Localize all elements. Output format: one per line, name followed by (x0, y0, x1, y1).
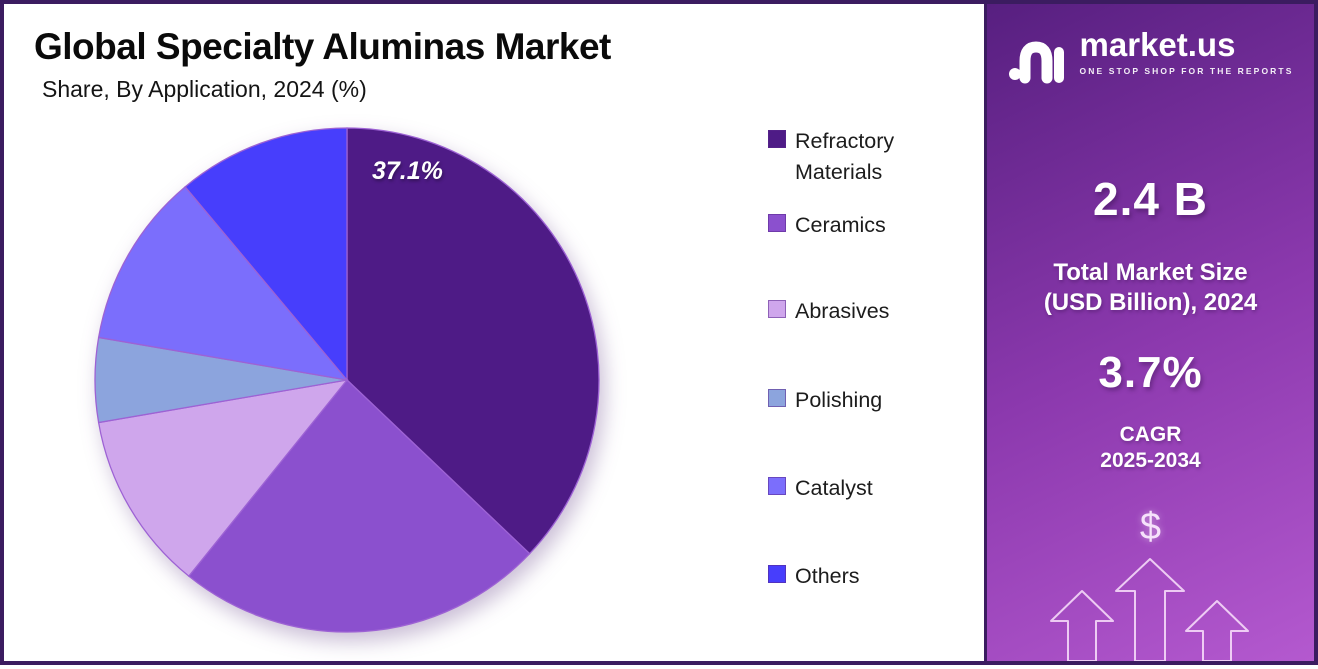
legend-label: Refractory Materials (795, 129, 895, 185)
legend-item-abrasives: Abrasives (768, 296, 940, 327)
pie-slice-ceramics (187, 379, 531, 633)
page-subtitle: Share, By Application, 2024 (%) (42, 76, 367, 102)
dollar-icon: $ (1139, 506, 1162, 548)
legend-label: Ceramics (795, 213, 886, 237)
market-size-value: 2.4 B (1093, 173, 1208, 225)
legend-item-catalyst: Catalyst (768, 473, 940, 504)
cagr-label-line2: 2025-2034 (1100, 449, 1201, 473)
growth-arrows-icon (1050, 558, 1249, 661)
cagr-value: 3.7% (1098, 348, 1203, 397)
legend-swatch-icon (768, 300, 786, 318)
pie-chart (93, 126, 601, 634)
pie-slice-others (184, 127, 348, 382)
legend-item-refractory-materials: Refractory Materials (768, 126, 940, 188)
page-title: Global Specialty Aluminas Market (34, 26, 611, 67)
legend-swatch-icon (768, 130, 786, 148)
pie-svg (94, 127, 600, 633)
legend-swatch-icon (768, 565, 786, 583)
legend-label: Others (795, 564, 860, 588)
pie-slice-catalyst (97, 185, 349, 381)
legend-label: Abrasives (795, 299, 890, 323)
legend-item-others: Others (768, 561, 940, 592)
pie-slice-refractory-materials (346, 127, 600, 555)
cagr-label-line1: CAGR (1119, 423, 1182, 446)
brand-name: market.us (1079, 26, 1236, 63)
legend-label: Catalyst (795, 476, 873, 500)
cagr-label: CAGR 2025-2034 (987, 422, 1314, 475)
marketus-logo: market.us ONE STOP SHOP FOR THE REPORTS (987, 28, 1314, 86)
pie-slice-abrasives (97, 379, 349, 578)
legend-swatch-icon (768, 214, 786, 232)
market-size-label: Total Market Size (USD Billion), 2024 (987, 258, 1314, 318)
brand-tagline: ONE STOP SHOP FOR THE REPORTS (1079, 66, 1294, 76)
market-size-label-line1: Total Market Size (1053, 259, 1248, 286)
brand-stats-panel: market.us ONE STOP SHOP FOR THE REPORTS … (984, 4, 1314, 661)
market-size-label-line2: (USD Billion), 2024 (1043, 289, 1258, 316)
pie-data-label: 37.1% (372, 157, 443, 185)
legend-item-polishing: Polishing (768, 385, 940, 416)
legend-swatch-icon (768, 477, 786, 495)
legend-label: Polishing (795, 388, 883, 412)
marketus-logo-mark-icon (1008, 41, 1064, 84)
legend-swatch-icon (768, 389, 786, 407)
chart-legend: Refractory Materials Ceramics Abrasives … (768, 4, 988, 669)
legend-item-ceramics: Ceramics (768, 210, 940, 241)
